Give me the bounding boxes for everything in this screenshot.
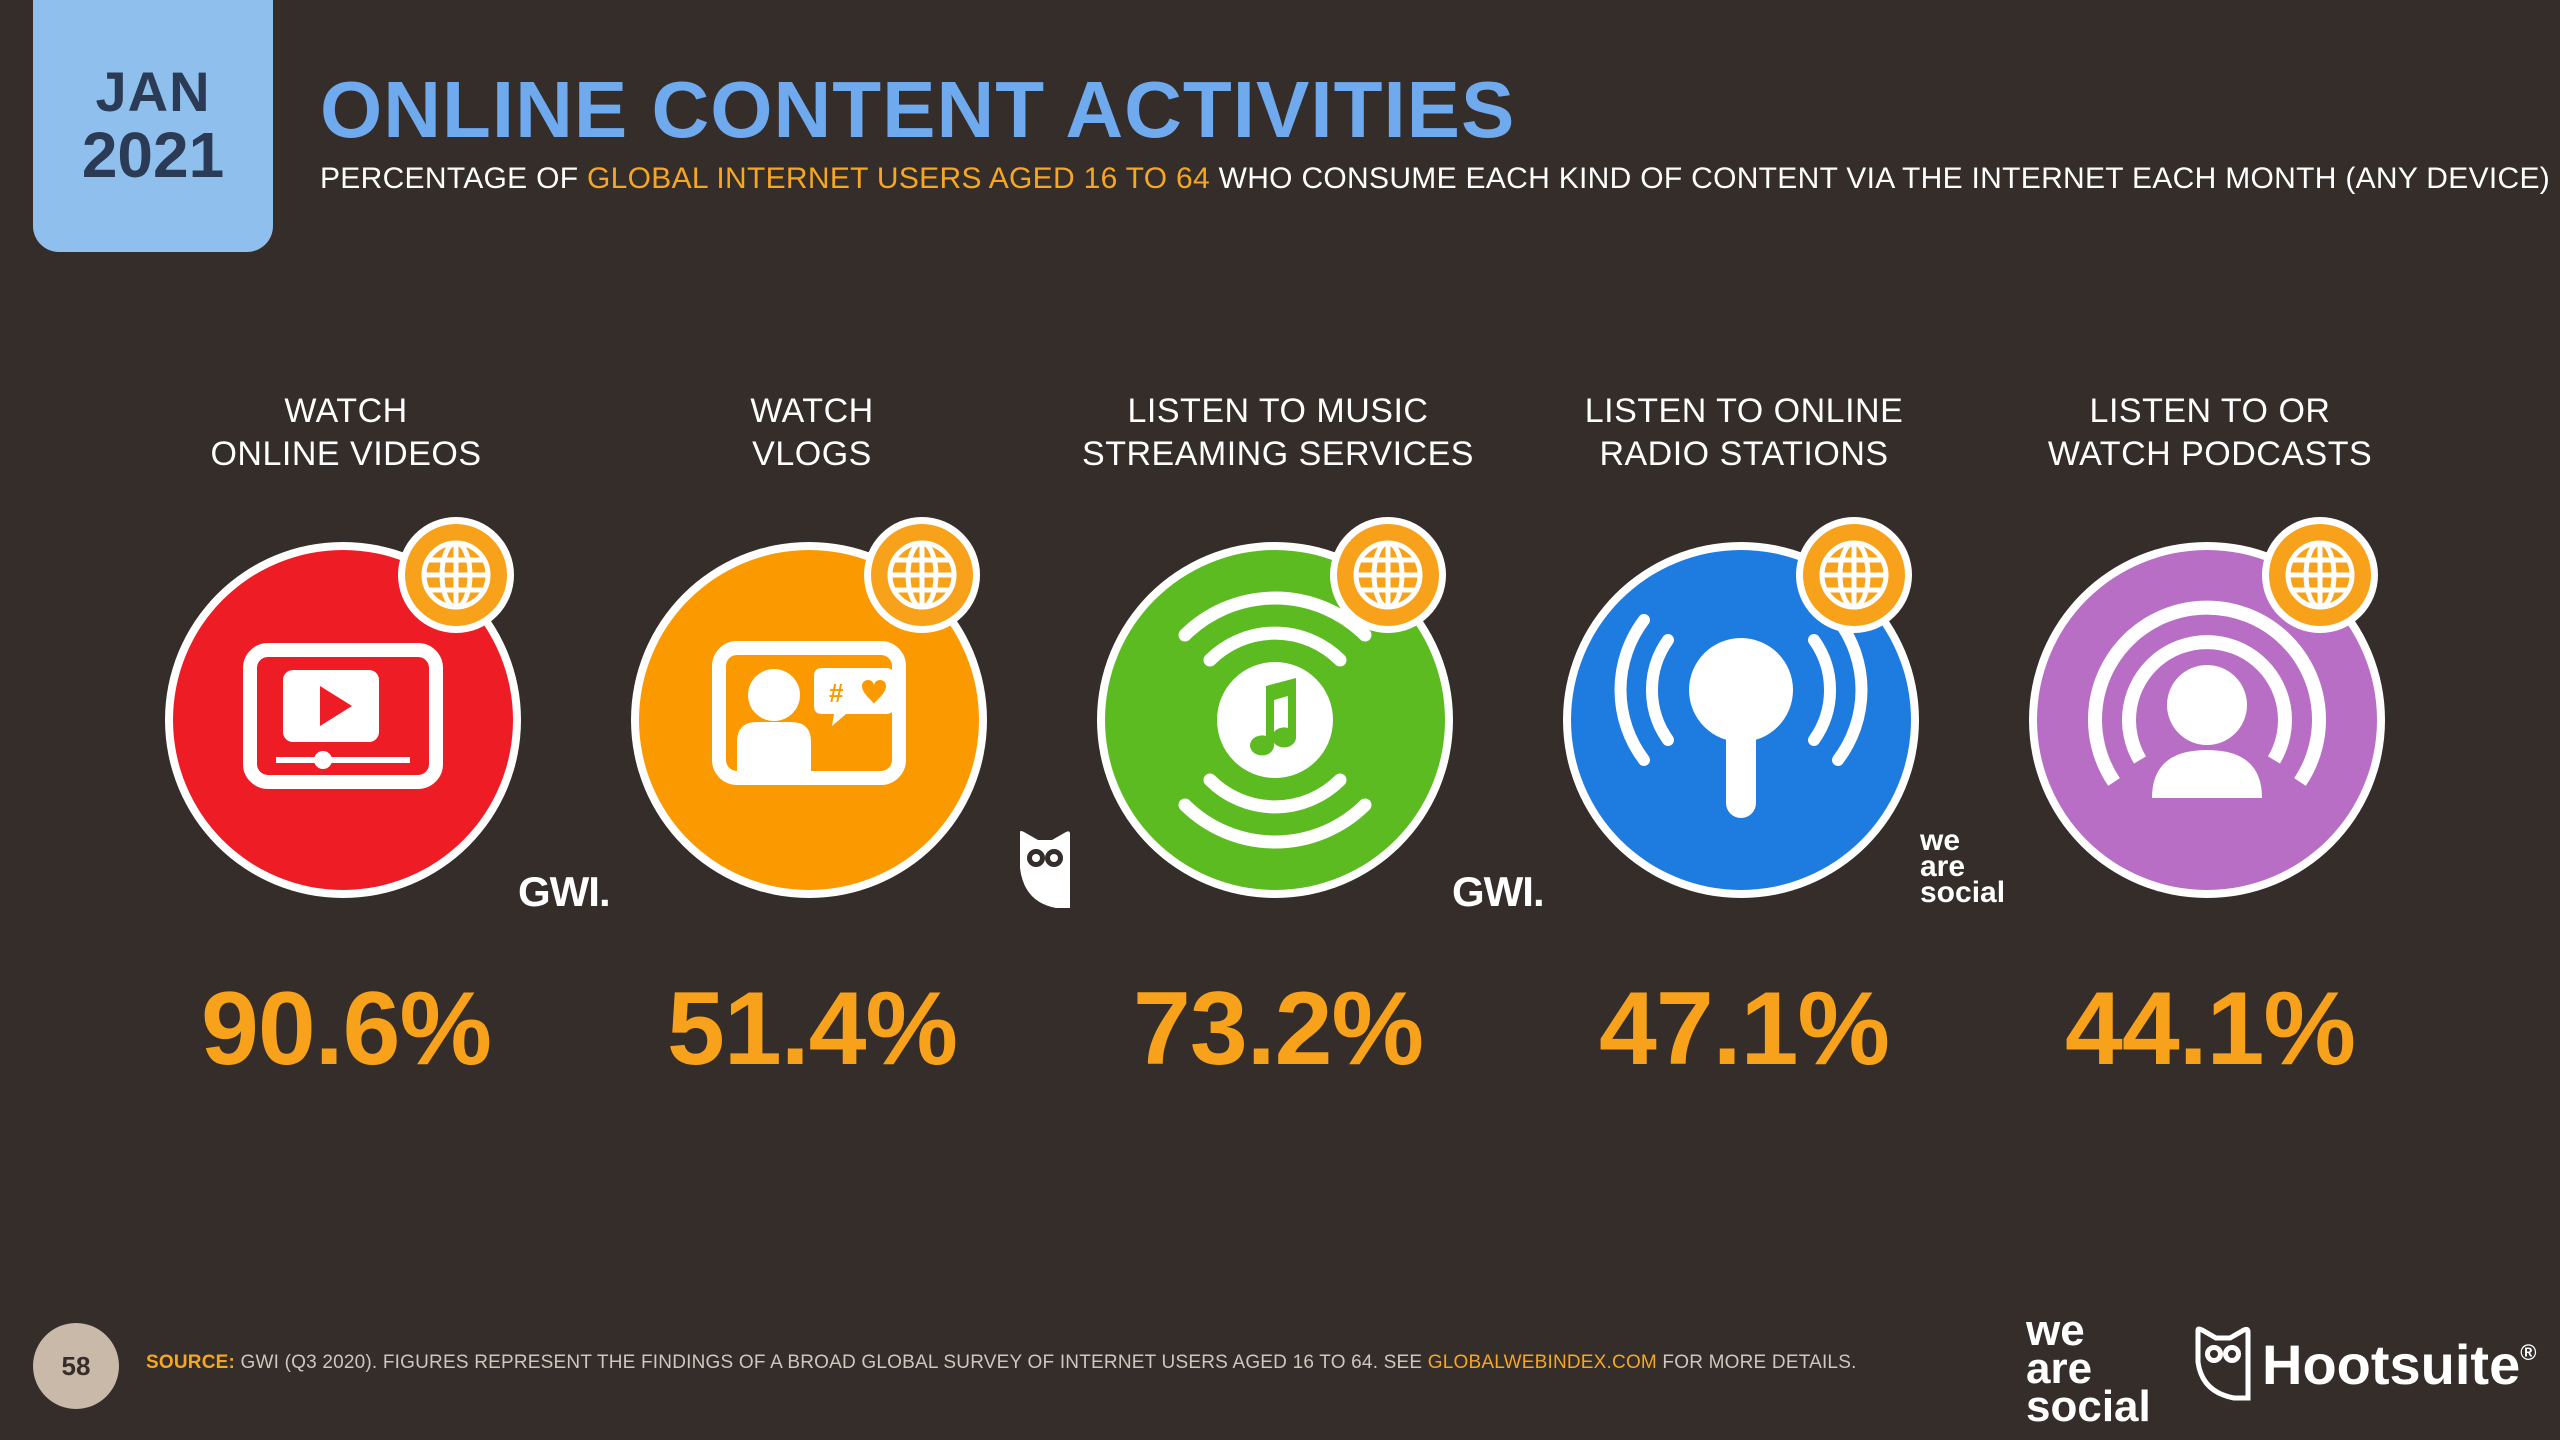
- are-text: are: [1920, 850, 1966, 883]
- source-tail: FOR MORE DETAILS.: [1656, 1352, 1857, 1373]
- footer-are: are: [2026, 1344, 2093, 1393]
- source-text: GWI (Q3 2020). FIGURES REPRESENT THE FIN…: [235, 1352, 1428, 1373]
- badge-month: JAN: [95, 60, 211, 123]
- tile-online-radio: LISTEN TO ONLINE RADIO STATIONS 47.1%: [1511, 380, 1977, 1100]
- music-stream-icon: [1097, 517, 1453, 898]
- tile-label-line1: LISTEN TO MUSIC: [1127, 392, 1429, 430]
- footer-hootsuite-logo: Hootsuite ®: [2194, 1326, 2536, 1402]
- subtitle-pre: PERCENTAGE OF: [320, 162, 588, 195]
- footer-we-are-social-logo: we are social: [2026, 1306, 2151, 1431]
- tile-label: LISTEN TO MUSIC STREAMING SERVICES: [1045, 390, 1511, 476]
- tile-label-line1: WATCH: [284, 392, 408, 430]
- page-subtitle: PERCENTAGE OF GLOBAL INTERNET USERS AGED…: [320, 162, 2550, 196]
- social-text: social: [1920, 876, 2006, 909]
- tile-value: 51.4%: [667, 971, 958, 1087]
- tile-label-line1: LISTEN TO OR: [2089, 392, 2331, 430]
- date-badge: JAN 2021: [33, 0, 273, 252]
- gwi-logo: GWI.: [518, 868, 611, 915]
- tile-podcasts: LISTEN TO OR WATCH PODCASTS 44.1%: [1977, 380, 2443, 1100]
- hootsuite-owl-icon: [1020, 831, 1070, 908]
- footer-social: social: [2026, 1382, 2151, 1431]
- tile-value: 44.1%: [2065, 971, 2356, 1087]
- video-player-icon: [165, 517, 521, 898]
- tile-label-line2: STREAMING SERVICES: [1082, 435, 1474, 473]
- we-text: we: [1920, 824, 1961, 857]
- tile-label: WATCH ONLINE VIDEOS: [113, 390, 579, 476]
- badge-year: 2021: [81, 118, 225, 191]
- tile-label-line2: ONLINE VIDEOS: [210, 435, 482, 473]
- tile-label-line1: WATCH: [750, 392, 874, 430]
- hootsuite-owl-icon: [2195, 1326, 2251, 1401]
- subtitle-post: WHO CONSUME EACH KIND OF CONTENT VIA THE…: [1209, 162, 2551, 195]
- tile-value: 47.1%: [1599, 971, 1890, 1087]
- tile-label-line1: LISTEN TO ONLINE: [1584, 392, 1904, 430]
- radio-mic-icon: [1563, 517, 1919, 898]
- subtitle-highlight: GLOBAL INTERNET USERS AGED 16 TO 64: [587, 162, 1210, 195]
- source-label: SOURCE:: [146, 1352, 236, 1373]
- tile-label: LISTEN TO OR WATCH PODCASTS: [1977, 390, 2443, 476]
- tile-label: WATCH VLOGS: [579, 390, 1045, 476]
- tile-label: LISTEN TO ONLINE RADIO STATIONS: [1511, 390, 1977, 476]
- source-link[interactable]: GLOBALWEBINDEX.COM: [1427, 1352, 1657, 1373]
- tile-watch-online-videos: WATCH ONLINE VIDEOS 90.6%: [113, 380, 579, 1100]
- we-are-social-logo: we are social: [1920, 824, 2006, 909]
- tile-value: 90.6%: [201, 971, 492, 1087]
- tile-music-streaming: LISTEN TO MUSIC STREAMING SERVICES 73.2%: [1045, 380, 1511, 1100]
- page-number: 58: [33, 1323, 119, 1409]
- tile-label-line2: RADIO STATIONS: [1599, 435, 1889, 473]
- page-title: ONLINE CONTENT ACTIVITIES: [320, 65, 1516, 154]
- podcast-icon: [2029, 517, 2385, 898]
- tile-watch-vlogs: WATCH VLOGS # 51.4%: [579, 380, 1045, 1100]
- tile-label-line2: VLOGS: [752, 435, 872, 473]
- svg-text:#: #: [829, 678, 844, 708]
- registered-mark: ®: [2520, 1340, 2537, 1365]
- gwi-logo: GWI.: [1452, 868, 1545, 915]
- hootsuite-text: Hootsuite: [2262, 1332, 2521, 1396]
- source-note: SOURCE: GWI (Q3 2020). FIGURES REPRESENT…: [146, 1352, 1857, 1374]
- tile-label-line2: WATCH PODCASTS: [2047, 435, 2373, 473]
- vlog-screen-icon: #: [631, 517, 987, 898]
- tile-value: 73.2%: [1133, 971, 1424, 1087]
- footer-we: we: [2026, 1306, 2085, 1355]
